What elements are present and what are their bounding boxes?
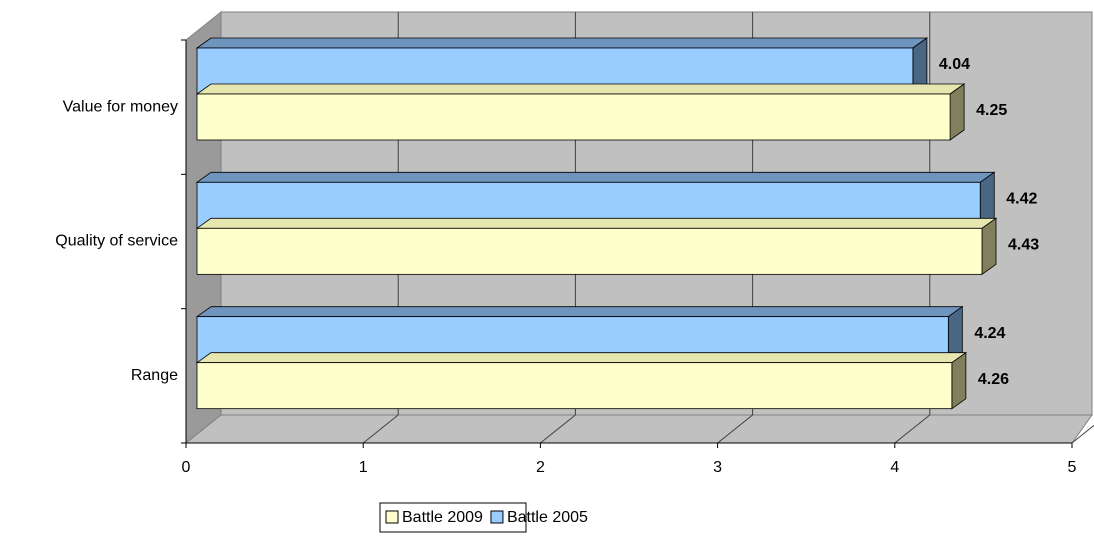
x-tick-label: 3 — [713, 459, 722, 476]
legend-swatch — [490, 510, 504, 524]
grid-line — [717, 414, 753, 444]
value-label: 4.43 — [1008, 237, 1039, 254]
value-label: 4.42 — [1006, 191, 1037, 208]
grid-line — [1071, 424, 1094, 444]
y-tick-label: Value for money — [63, 98, 178, 115]
floor — [184, 414, 1093, 444]
bar-front — [196, 93, 951, 141]
x-tick-label: 4 — [890, 459, 899, 476]
bar-side — [951, 351, 967, 410]
value-label: 4.25 — [976, 102, 1007, 119]
bar — [195, 83, 966, 141]
bar-side — [981, 217, 997, 276]
bar-top — [195, 37, 929, 49]
bar-top — [195, 83, 966, 95]
grid-line — [540, 414, 576, 444]
bar-front — [196, 227, 983, 275]
value-label: 4.24 — [974, 325, 1005, 342]
value-label: 4.26 — [978, 371, 1009, 388]
bar — [195, 217, 998, 276]
value-label: 4.04 — [939, 56, 970, 73]
legend-label: Battle 2009 — [402, 509, 483, 526]
bar-top — [195, 171, 996, 183]
x-tick-label: 5 — [1068, 459, 1077, 476]
legend-swatch — [385, 510, 399, 524]
legend-label: Battle 2005 — [507, 509, 588, 526]
y-tick-label: Quality of service — [55, 233, 178, 250]
bar-top — [195, 217, 998, 229]
bar-side — [949, 83, 965, 141]
x-tick-label: 1 — [359, 459, 368, 476]
x-tick-label: 0 — [182, 459, 191, 476]
bar-top — [195, 306, 964, 318]
y-tick-label: Range — [131, 367, 178, 384]
grid-line — [894, 414, 931, 444]
x-tick-label: 2 — [536, 459, 545, 476]
bar — [195, 351, 968, 410]
grid-line — [362, 414, 399, 444]
bar-top — [195, 352, 968, 364]
bar-front — [196, 362, 953, 410]
